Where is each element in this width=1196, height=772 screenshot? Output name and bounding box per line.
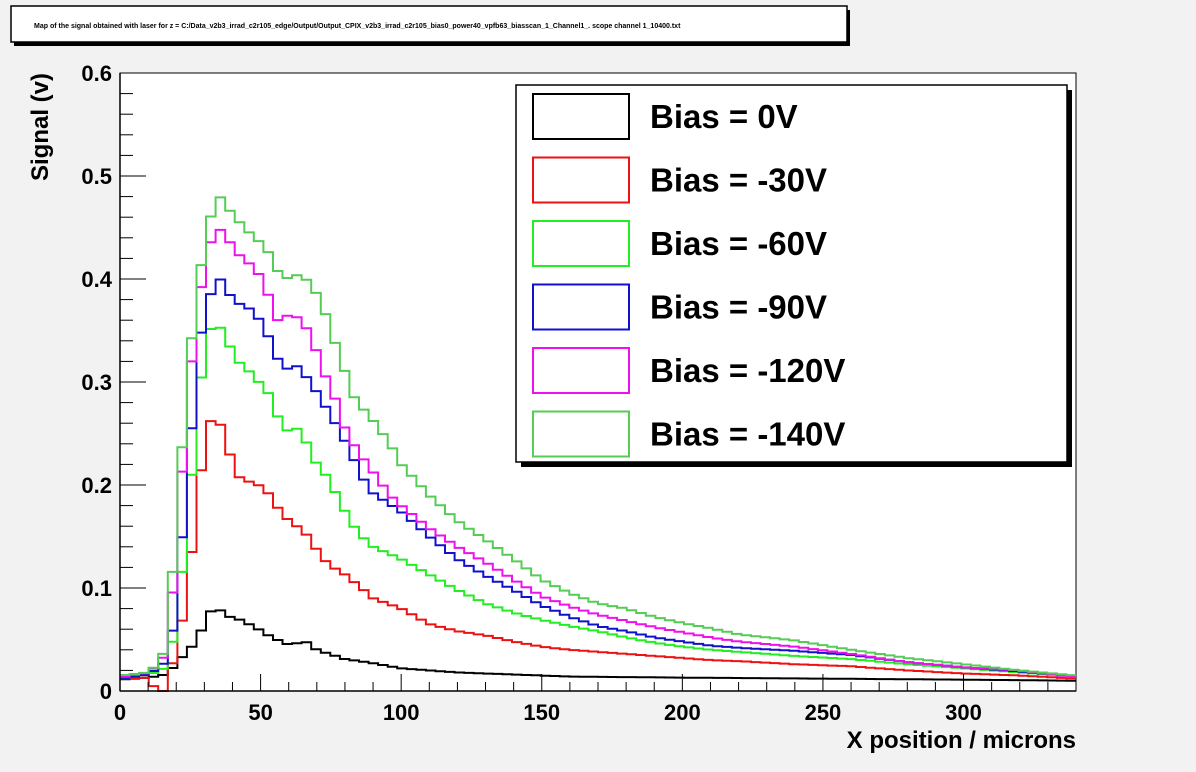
chart-title: Map of the signal obtained with laser fo… <box>34 23 681 30</box>
legend-label: Bias = -120V <box>650 352 845 389</box>
legend-label: Bias = -30V <box>650 162 827 199</box>
x-tick-label: 0 <box>114 700 126 725</box>
legend-label: Bias = -90V <box>650 289 827 326</box>
series-line-0 <box>120 609 1076 682</box>
x-tick-label: 250 <box>805 700 842 725</box>
legend-swatch <box>532 156 630 204</box>
legend-frame <box>515 84 1068 463</box>
y-tick-label: 0.2 <box>81 473 112 498</box>
series-line-1 <box>120 420 1076 692</box>
title-box-frame <box>10 5 848 43</box>
title-box: Map of the signal obtained with laser fo… <box>10 5 850 46</box>
x-tick-label: 300 <box>945 700 982 725</box>
x-tick-label: 100 <box>383 700 420 725</box>
y-tick-label: 0.3 <box>81 370 112 395</box>
y-tick-label: 0.1 <box>81 576 112 601</box>
legend-label: Bias = -140V <box>650 416 845 453</box>
y-axis-title: Signal (v) <box>27 73 54 181</box>
x-tick-label: 150 <box>523 700 560 725</box>
legend-swatch <box>532 347 630 394</box>
series-line-2 <box>120 326 1076 679</box>
x-axis-title: X position / microns <box>847 727 1076 754</box>
series-line-5 <box>120 196 1076 677</box>
y-tick-label: 0.6 <box>81 61 112 86</box>
legend-label: Bias = 0V <box>650 98 798 135</box>
axis-layer: 0 50 100 150 200 250 300 0 0.1 0.2 0.3 0.4 0.5 0.6 <box>81 61 1077 725</box>
legend-entries: Bias = 0V Bias = -30V Bias = -60V Bias = -9… <box>532 93 845 458</box>
legend-label: Bias = -60V <box>650 225 827 262</box>
legend-swatch <box>532 283 630 331</box>
legend-swatch <box>532 220 630 267</box>
legend-swatch <box>532 93 630 140</box>
series-layer <box>120 196 1076 692</box>
y-tick-label: 0 <box>100 679 112 704</box>
series-line-4 <box>120 228 1076 678</box>
y-tick-label: 0.4 <box>81 267 112 292</box>
legend: Bias = 0V Bias = -30V Bias = -60V Bias = -9… <box>515 84 1072 467</box>
x-tick-label: 50 <box>248 700 272 725</box>
x-tick-label: 200 <box>664 700 701 725</box>
y-tick-label: 0.5 <box>81 164 112 189</box>
legend-swatch <box>532 410 630 458</box>
